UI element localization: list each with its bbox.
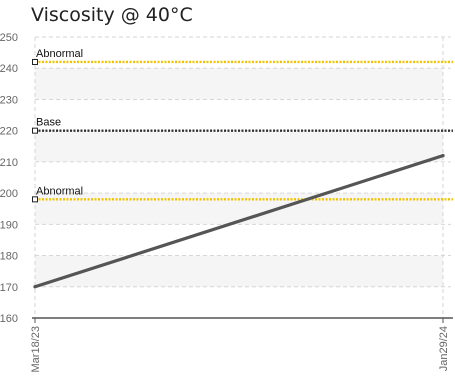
reference-line-label: Abnormal [36,48,83,60]
y-tick-label: 240 [0,63,18,75]
chart-title: Viscosity @ 40°C [31,4,193,26]
reference-line-label: Base [36,117,61,129]
x-tick-label: Jan29/24 [438,326,450,371]
data-point [441,154,445,158]
reference-marker [32,58,38,65]
y-tick-label: 200 [0,188,18,200]
y-tick-label: 210 [0,157,18,169]
reference-marker [32,127,38,134]
y-tick-label: 220 [0,126,18,138]
reference-line-label: Abnormal [36,185,83,197]
y-tick-label: 250 [0,32,18,44]
grid-band [35,255,443,287]
x-tick-label: Mar18/23 [30,326,42,372]
series-line [33,154,445,289]
y-tick-label: 180 [0,251,18,263]
grid-band [35,130,443,162]
reference-marker [32,196,38,203]
y-tick-label: 190 [0,219,18,231]
grid-band [35,68,443,100]
y-tick-label: 170 [0,282,18,294]
data-point [33,285,37,289]
y-tick-label: 160 [0,313,18,325]
y-tick-label: 230 [0,94,18,106]
